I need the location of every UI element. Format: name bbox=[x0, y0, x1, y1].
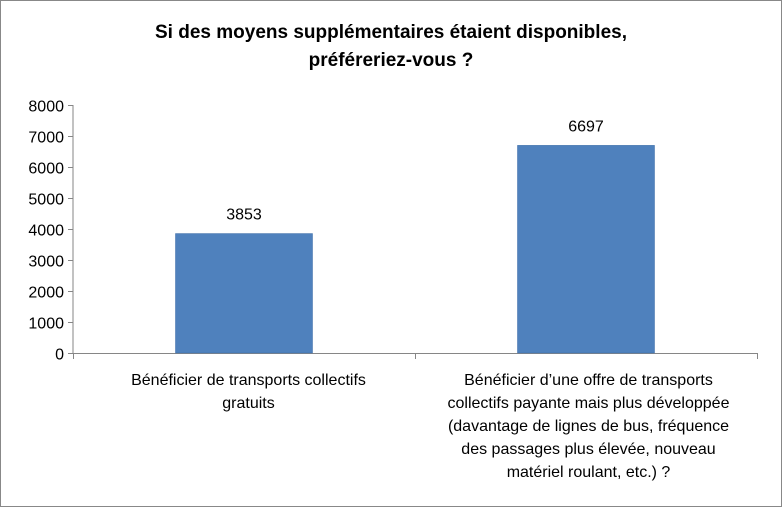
category-label-1: Bénéficier d’une offre de transports col… bbox=[416, 369, 761, 484]
bar-1 bbox=[517, 145, 655, 354]
y-tick-label-7: 7000 bbox=[28, 130, 64, 147]
chart-title-line-1: Si des moyens supplémentaires étaient di… bbox=[155, 22, 627, 43]
bar-0 bbox=[175, 233, 313, 354]
category-label-0-line-2: gratuits bbox=[222, 395, 275, 412]
y-tick-label-5: 5000 bbox=[28, 192, 64, 209]
y-tick-label-2: 2000 bbox=[28, 285, 64, 302]
chart-title-line-2: préféreriez-vous ? bbox=[308, 50, 474, 71]
category-label-1-line-5: matériel roulant, etc.) ? bbox=[506, 464, 671, 481]
chart-title: Si des moyens supplémentaires étaient di… bbox=[1, 19, 781, 75]
category-label-0-line-1: Bénéficier de transports collectifs bbox=[131, 372, 366, 389]
y-tick-label-1: 1000 bbox=[28, 316, 64, 333]
y-tick-label-3: 3000 bbox=[28, 254, 64, 271]
y-tick-label-8: 8000 bbox=[28, 99, 64, 116]
category-label-1-line-3: (davantage de lignes de bus, fréquence bbox=[447, 418, 730, 435]
bar-value-label-0: 3853 bbox=[226, 207, 262, 224]
y-tick-label-0: 0 bbox=[55, 347, 64, 364]
category-label-1-line-2: collectifs payante mais plus développée bbox=[447, 395, 730, 412]
category-label-0: Bénéficier de transports collectifs grat… bbox=[81, 369, 416, 415]
y-tick-label-4: 4000 bbox=[28, 223, 64, 240]
bar-value-label-1: 6697 bbox=[568, 118, 604, 135]
category-label-1-line-1: Bénéficier d’une offre de transports bbox=[464, 372, 713, 389]
y-tick-label-6: 6000 bbox=[28, 161, 64, 178]
category-label-1-line-4: des passages plus élevée, nouveau bbox=[461, 441, 716, 458]
